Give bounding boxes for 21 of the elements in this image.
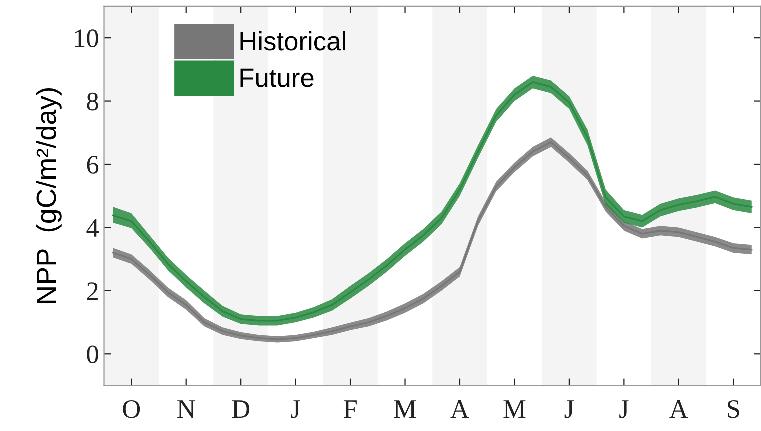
y-tick-label: 2 — [87, 282, 98, 300]
x-tick-label: A — [450, 400, 470, 418]
x-tick-label: D — [232, 400, 250, 418]
y-tick-label: 6 — [87, 156, 99, 174]
y-tick-label: 8 — [87, 92, 98, 111]
y-axis-title: NPP (gC/m²/day) — [36, 88, 62, 304]
x-tick-label: J — [564, 400, 574, 418]
legend-label: Historical — [240, 31, 346, 51]
legend-label: Future — [240, 68, 314, 88]
x-tick-label: M — [394, 400, 416, 418]
x-tick-label: M — [504, 400, 526, 418]
x-tick-label: J — [291, 400, 300, 418]
x-tick-label: S — [728, 400, 740, 418]
x-tick-label: O — [123, 400, 140, 418]
y-tick-label: 10 — [75, 30, 98, 48]
y-tick-label: 4 — [86, 219, 99, 237]
x-tick-label: F — [344, 400, 357, 418]
y-tick-label: 0 — [87, 346, 98, 364]
x-tick-label: A — [670, 400, 688, 418]
x-tick-label: J — [620, 400, 629, 418]
x-tick-label: N — [178, 400, 196, 418]
